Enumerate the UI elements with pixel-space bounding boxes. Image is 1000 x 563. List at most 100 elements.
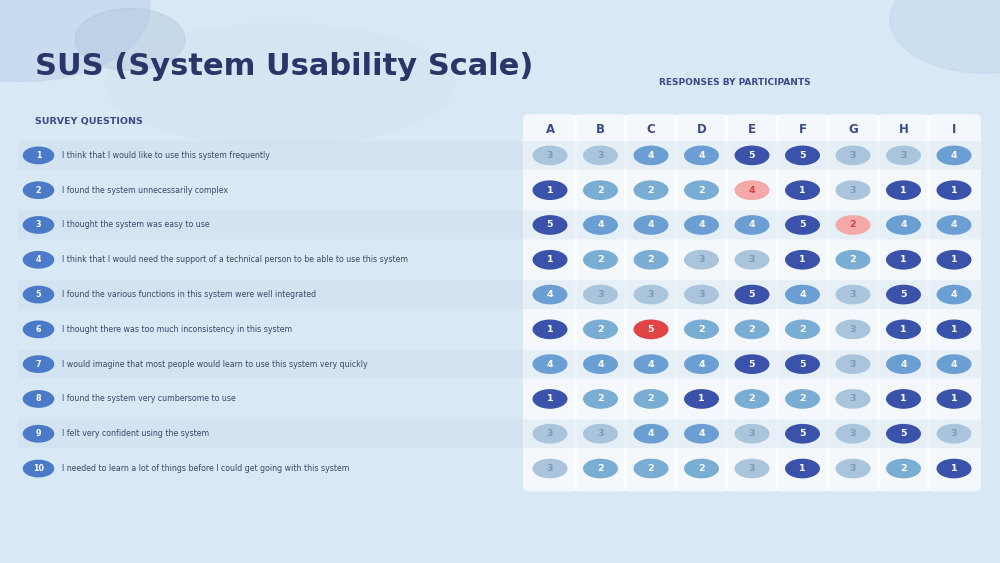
Text: 5: 5 xyxy=(799,360,806,369)
Text: 3: 3 xyxy=(597,290,604,299)
Text: 6: 6 xyxy=(36,325,41,334)
Text: 1: 1 xyxy=(900,186,907,195)
Text: I think that I would like to use this system frequently: I think that I would like to use this sy… xyxy=(62,151,269,160)
Circle shape xyxy=(936,145,971,166)
Text: 4: 4 xyxy=(951,151,957,160)
Circle shape xyxy=(785,389,820,409)
Text: 1: 1 xyxy=(799,186,806,195)
Text: 3: 3 xyxy=(850,290,856,299)
Circle shape xyxy=(583,285,618,305)
Text: 3: 3 xyxy=(951,429,957,438)
Text: 4: 4 xyxy=(597,221,604,230)
Text: 2: 2 xyxy=(597,395,604,404)
Circle shape xyxy=(23,146,54,164)
Text: 3: 3 xyxy=(900,151,907,160)
Circle shape xyxy=(684,250,719,270)
Text: 2: 2 xyxy=(597,255,604,264)
Circle shape xyxy=(684,285,719,305)
Circle shape xyxy=(936,215,971,235)
Text: RESPONSES BY PARTICIPANTS: RESPONSES BY PARTICIPANTS xyxy=(659,78,811,87)
Circle shape xyxy=(785,424,820,444)
FancyBboxPatch shape xyxy=(18,350,981,378)
Text: 1: 1 xyxy=(547,255,553,264)
Circle shape xyxy=(734,424,770,444)
Text: 2: 2 xyxy=(850,255,856,264)
Text: SUS (System Usability Scale): SUS (System Usability Scale) xyxy=(35,52,533,81)
Circle shape xyxy=(684,389,719,409)
Text: 1: 1 xyxy=(900,395,907,404)
Text: 3: 3 xyxy=(749,464,755,473)
Text: 3: 3 xyxy=(850,395,856,404)
Text: 2: 2 xyxy=(648,255,654,264)
Text: 2: 2 xyxy=(648,395,654,404)
Circle shape xyxy=(532,459,568,479)
Text: I found the various functions in this system were well integrated: I found the various functions in this sy… xyxy=(62,290,316,299)
Text: 4: 4 xyxy=(547,290,553,299)
Circle shape xyxy=(836,145,871,166)
Text: 1: 1 xyxy=(36,151,41,160)
FancyBboxPatch shape xyxy=(876,114,930,491)
Text: I needed to learn a lot of things before I could get going with this system: I needed to learn a lot of things before… xyxy=(62,464,349,473)
Circle shape xyxy=(886,354,921,374)
Circle shape xyxy=(734,354,770,374)
Circle shape xyxy=(532,320,568,339)
Text: 5: 5 xyxy=(799,429,806,438)
Circle shape xyxy=(785,285,820,305)
Text: 2: 2 xyxy=(749,395,755,404)
Text: 4: 4 xyxy=(749,186,755,195)
FancyBboxPatch shape xyxy=(927,114,981,491)
Circle shape xyxy=(886,215,921,235)
Text: 3: 3 xyxy=(850,151,856,160)
Text: 3: 3 xyxy=(547,464,553,473)
Text: 10: 10 xyxy=(33,464,44,473)
Circle shape xyxy=(734,285,770,305)
Circle shape xyxy=(734,215,770,235)
Text: 4: 4 xyxy=(799,290,806,299)
Circle shape xyxy=(836,250,871,270)
Circle shape xyxy=(23,285,54,303)
Circle shape xyxy=(0,0,150,82)
Circle shape xyxy=(734,389,770,409)
Text: 4: 4 xyxy=(900,221,907,230)
Text: 5: 5 xyxy=(749,360,755,369)
Circle shape xyxy=(936,354,971,374)
Circle shape xyxy=(734,180,770,200)
Circle shape xyxy=(23,390,54,408)
Text: 4: 4 xyxy=(698,151,705,160)
Text: 3: 3 xyxy=(850,325,856,334)
FancyBboxPatch shape xyxy=(776,114,830,491)
FancyBboxPatch shape xyxy=(18,141,981,170)
FancyBboxPatch shape xyxy=(18,419,981,448)
Text: 5: 5 xyxy=(749,151,755,160)
Circle shape xyxy=(532,250,568,270)
Circle shape xyxy=(532,180,568,200)
Circle shape xyxy=(583,389,618,409)
Circle shape xyxy=(886,180,921,200)
Text: I thought the system was easy to use: I thought the system was easy to use xyxy=(62,221,209,230)
Circle shape xyxy=(75,8,185,70)
Circle shape xyxy=(634,459,668,479)
Text: 2: 2 xyxy=(648,464,654,473)
Text: 4: 4 xyxy=(749,221,755,230)
Circle shape xyxy=(785,320,820,339)
Circle shape xyxy=(23,251,54,269)
Text: 3: 3 xyxy=(36,221,41,230)
Circle shape xyxy=(836,285,871,305)
Text: A: A xyxy=(545,123,555,136)
Text: D: D xyxy=(697,123,706,136)
Circle shape xyxy=(634,389,668,409)
Text: 3: 3 xyxy=(547,429,553,438)
Circle shape xyxy=(836,354,871,374)
Circle shape xyxy=(785,180,820,200)
Text: 3: 3 xyxy=(597,429,604,438)
Text: 7: 7 xyxy=(36,360,41,369)
Circle shape xyxy=(836,389,871,409)
Text: 4: 4 xyxy=(951,221,957,230)
Circle shape xyxy=(583,459,618,479)
Text: 2: 2 xyxy=(597,186,604,195)
Text: 1: 1 xyxy=(799,464,806,473)
Circle shape xyxy=(684,424,719,444)
Text: F: F xyxy=(798,123,806,136)
Circle shape xyxy=(684,459,719,479)
Circle shape xyxy=(583,215,618,235)
